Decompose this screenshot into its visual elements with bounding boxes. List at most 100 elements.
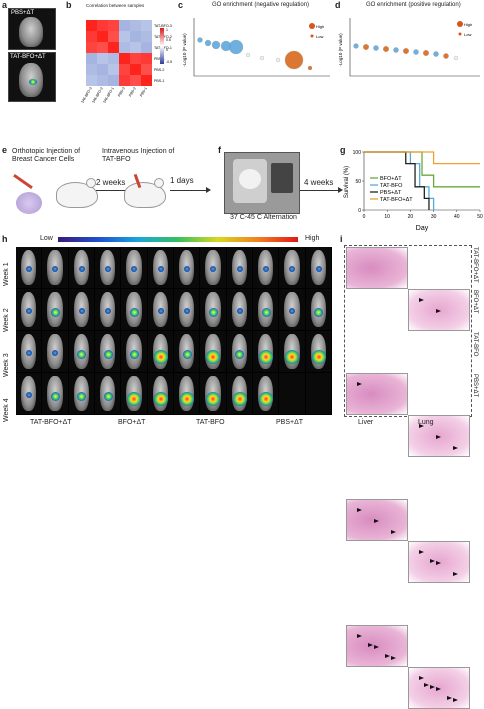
heatmap-row-label: PBS-3 [154, 57, 164, 61]
go-bubble [433, 51, 439, 57]
colorbar-tick-1: 1 [166, 28, 168, 32]
metastasis-arrow-icon [357, 382, 362, 386]
panel-a-bottom-text: TAT-BFO+ΔT [10, 54, 46, 60]
heatmap-cell [141, 42, 152, 53]
panel-c-bubble-chart: -Log10 (P value) High Low [182, 18, 330, 77]
bioluminescence-cell [121, 289, 147, 330]
arrow-1 [96, 190, 136, 192]
bioluminescence-cell [95, 247, 121, 288]
bioluminescence-cell [147, 247, 173, 288]
bioluminescence-cell [279, 247, 305, 288]
i-row-label-4: PBS+ΔT [472, 374, 478, 398]
go-bubble [383, 46, 389, 52]
go-bubble [353, 43, 359, 49]
bioluminescence-cell [305, 331, 331, 372]
metastasis-arrow-icon [453, 698, 458, 702]
panel-c-label: c [178, 0, 184, 10]
metastasis-arrow-icon [385, 654, 390, 658]
week-1-label: Week 1 [3, 262, 10, 286]
panel-h-scale-low: Low [40, 235, 53, 242]
heatmap-cell [130, 31, 141, 42]
bioluminescence-cell [279, 289, 305, 330]
heatmap-cell [119, 75, 130, 86]
bioluminescence-cell [68, 373, 94, 414]
g-legend-item: BFO+ΔT [380, 176, 402, 182]
heatmap-cell [141, 64, 152, 75]
heatmap-cell [130, 75, 141, 86]
liver-section [346, 247, 408, 289]
metastasis-arrow-icon [391, 530, 396, 534]
heatmap-cell [97, 75, 108, 86]
group-label-2: BFO+ΔT [118, 419, 146, 426]
panel-a-top-photo: PBS+ΔT [8, 8, 56, 50]
lung-section [408, 289, 470, 331]
panel-c-title: GO enrichment (negative regulation) [212, 2, 310, 8]
bioluminescence-cell [16, 247, 42, 288]
panel-f-caption: 37 C-45 C Alternation [230, 214, 297, 221]
metastasis-arrow-icon [436, 309, 441, 313]
go-bubble [245, 52, 251, 58]
mouse-illustration-2 [120, 173, 168, 212]
bioluminescence-cell [121, 247, 147, 288]
heatmap-cell [141, 75, 152, 86]
bioluminescence-cell [200, 289, 226, 330]
panel-g-xlabel: Day [416, 225, 429, 232]
colorbar-tick-4: -0.5 [166, 60, 172, 64]
metastasis-arrow-icon [447, 696, 452, 700]
arrow-2 [170, 190, 208, 192]
metastasis-arrow-icon [419, 424, 424, 428]
go-bubble [275, 57, 281, 63]
panel-e-step2: Intravenous Injection of TAT-BFO [102, 148, 175, 163]
metastasis-arrow-icon [436, 561, 441, 565]
heatmap-cell [141, 53, 152, 64]
bioluminescence-cell [226, 289, 252, 330]
bioluminescence-cell [305, 247, 331, 288]
bioluminescence-cell [253, 247, 279, 288]
panel-h-scale-high: High [305, 235, 320, 242]
liver-section [346, 373, 408, 415]
go-bubble [423, 50, 429, 56]
group-label-1: TAT-BFO+ΔT [30, 419, 72, 426]
lung-column-label: Lung [418, 419, 434, 426]
bioluminescence-cell [226, 373, 252, 414]
metastasis-arrow-icon [368, 643, 373, 647]
heatmap-cell [108, 31, 119, 42]
bioluminescence-cell [305, 289, 331, 330]
go-bubble [284, 50, 304, 70]
g-ytick-label: 0 [358, 208, 361, 214]
go-bubble [413, 49, 419, 55]
panel-h-colorbar [58, 237, 298, 242]
bioluminescence-cell [147, 289, 173, 330]
panel-a-top-text: PBS+ΔT [11, 10, 35, 16]
g-legend-item: TAT-BFO+ΔT [380, 197, 413, 203]
metastasis-arrow-icon [374, 645, 379, 649]
panel-b-label: b [66, 0, 72, 10]
go-bubble [211, 40, 221, 50]
group-label-3: TAT-BFO [196, 419, 225, 426]
bioluminescence-cell [253, 373, 279, 414]
bioluminescence-cell [200, 373, 226, 414]
bioluminescence-cell [200, 331, 226, 372]
panel-e-label: e [2, 145, 8, 155]
metastasis-arrow-icon [419, 550, 424, 554]
g-xtick-label: 30 [431, 214, 437, 220]
week-3-label: Week 3 [3, 353, 10, 377]
g-ytick-label: 50 [355, 179, 361, 185]
metastasis-arrow-icon [430, 559, 435, 563]
panel-g-ylabel: Survival (%) [344, 166, 350, 198]
heatmap-row-label: PBS-2 [154, 68, 164, 72]
heatmap-cell [97, 64, 108, 75]
metastasis-arrow-icon [424, 683, 429, 687]
g-xtick-label: 10 [384, 214, 390, 220]
panel-c-ylabel: -Log10 (P value) [182, 33, 187, 67]
metastasis-arrow-icon [419, 298, 424, 302]
week-2-label: Week 2 [3, 308, 10, 332]
bioluminescence-cell [95, 373, 121, 414]
i-row-label-3: TAT-BFO [472, 332, 478, 357]
survival-line [364, 151, 480, 165]
metastasis-arrow-icon [374, 519, 379, 523]
panel-a-bottom-photo: TAT-BFO+ΔT [8, 52, 56, 102]
go-bubble [204, 39, 212, 47]
metastasis-arrow-icon [453, 572, 458, 576]
panel-f-label: f [218, 145, 221, 155]
